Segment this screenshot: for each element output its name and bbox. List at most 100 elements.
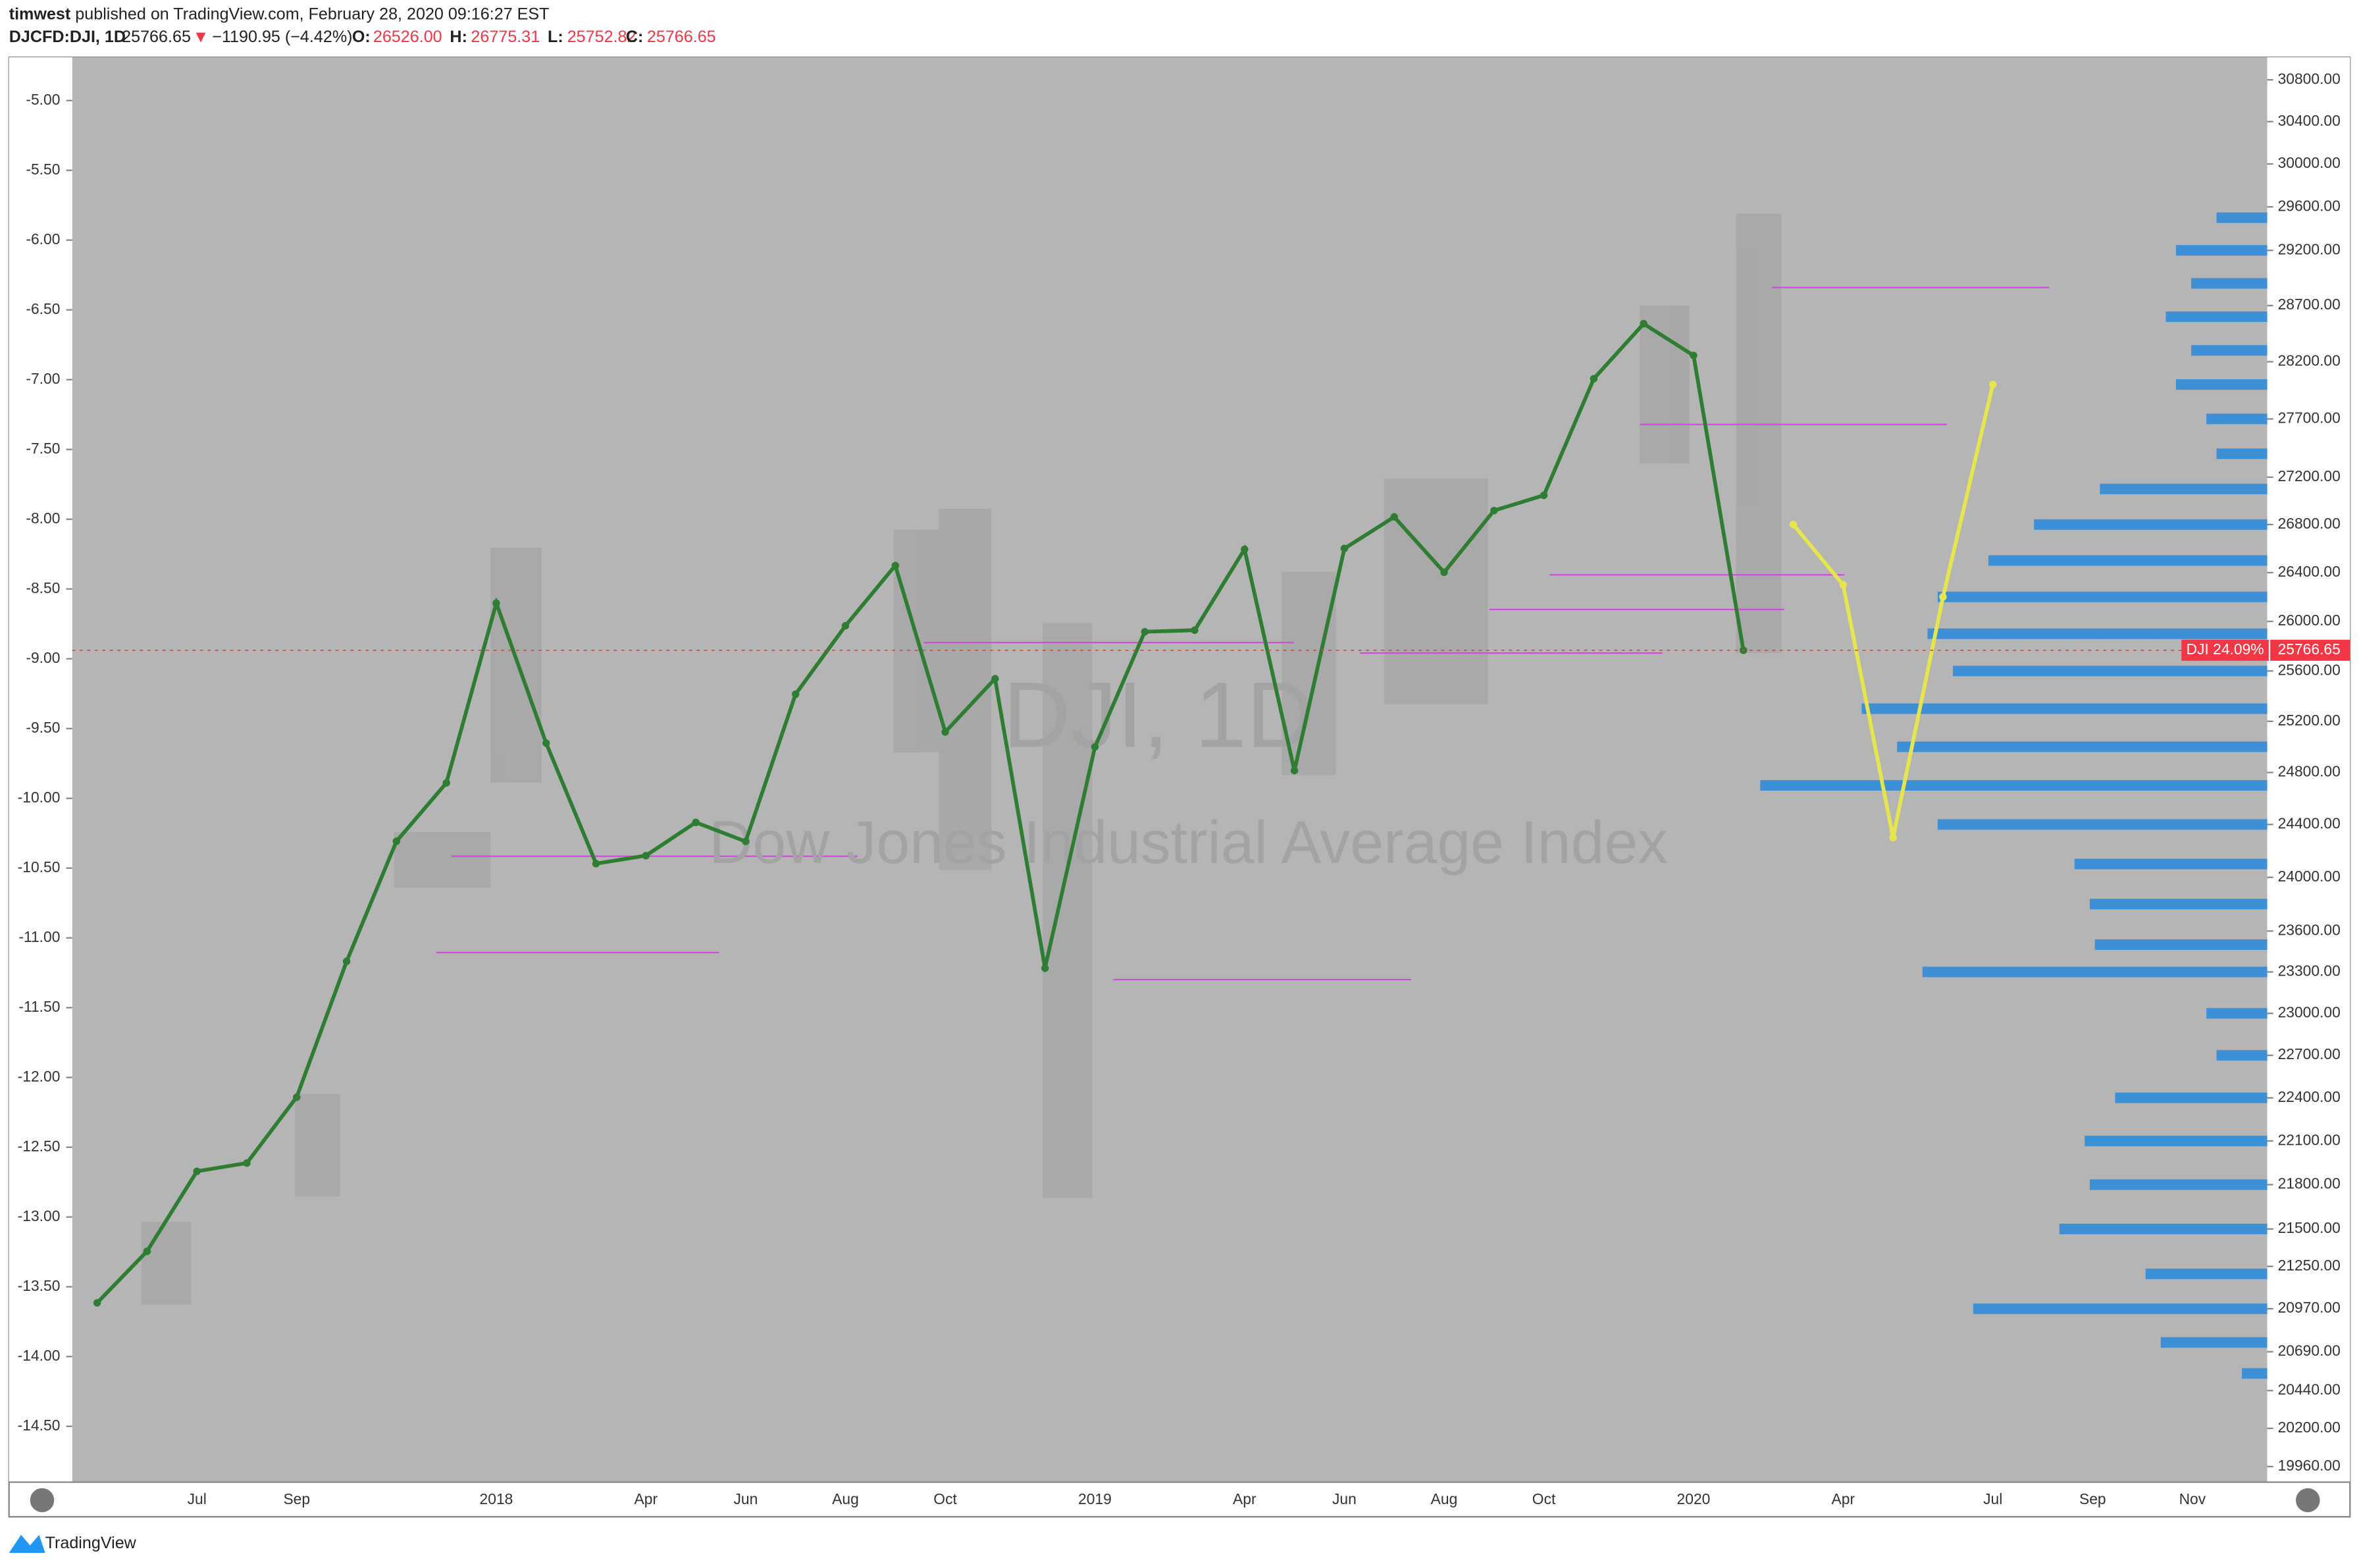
range-box xyxy=(141,1222,192,1305)
range-box xyxy=(1736,213,1782,654)
y2-tick-label: 27200.00 xyxy=(2278,467,2341,484)
y2-tick-label: 24000.00 xyxy=(2278,868,2341,885)
y2-tick-label: 30000.00 xyxy=(2278,154,2341,171)
x-tick-label: Oct xyxy=(1532,1490,1556,1507)
volume-profile-bar xyxy=(2059,1223,2268,1234)
last: 25766.65 xyxy=(122,28,191,46)
logo-icon xyxy=(9,1534,45,1553)
y-tick-label: -8.00 xyxy=(26,510,60,527)
price-point xyxy=(991,675,999,683)
price-point xyxy=(342,957,351,966)
price-point xyxy=(1839,581,1848,589)
volume-profile-bar xyxy=(1988,555,2268,566)
y-tick-label: -14.00 xyxy=(18,1347,61,1364)
price-point xyxy=(642,852,650,860)
price-point xyxy=(293,1093,301,1101)
branding: TradingView xyxy=(45,1534,137,1552)
y-tick-label: -9.50 xyxy=(26,719,60,736)
volume-profile-bar xyxy=(2089,899,2268,910)
price-point xyxy=(891,562,899,569)
volume-profile-bar xyxy=(1937,819,2268,830)
x-tick-label: Apr xyxy=(635,1490,658,1507)
settings-button[interactable] xyxy=(2296,1488,2320,1513)
range-box xyxy=(295,1093,340,1197)
volume-profile-bar xyxy=(2074,858,2268,870)
y2-tick-label: 22400.00 xyxy=(2278,1088,2341,1105)
x-tick-label: Apr xyxy=(1832,1490,1855,1507)
y2-tick-label: 30800.00 xyxy=(2278,70,2341,87)
price-point xyxy=(492,599,500,607)
y2-tick-label: 26400.00 xyxy=(2278,563,2341,580)
y-tick-label: -5.00 xyxy=(26,91,60,108)
volume-profile-bar xyxy=(2085,1136,2268,1147)
range-box xyxy=(1282,571,1336,775)
left-axis xyxy=(9,57,72,1482)
y2-tick-label: 29600.00 xyxy=(2278,197,2341,214)
volume-profile-bar xyxy=(2191,345,2268,356)
published: published on TradingView.com, February 2… xyxy=(75,5,549,24)
x-tick-label: Aug xyxy=(832,1490,859,1507)
price-point xyxy=(1490,506,1498,515)
x-tick-label: 2020 xyxy=(1677,1490,1711,1507)
x-tick-label: Jun xyxy=(1332,1490,1357,1507)
y2-tick-label: 25200.00 xyxy=(2278,712,2341,729)
price-point xyxy=(143,1247,151,1255)
y2-tick-label: 24400.00 xyxy=(2278,815,2341,832)
y2-tick-label: 20440.00 xyxy=(2278,1381,2341,1398)
volume-profile-bar xyxy=(2094,939,2268,950)
volume-profile-bar xyxy=(1973,1303,2268,1315)
volume-profile-bar xyxy=(2216,212,2268,223)
y-tick-label: -9.00 xyxy=(26,649,60,666)
y2-tick-label: 20970.00 xyxy=(2278,1299,2341,1316)
price-point xyxy=(692,818,700,827)
price-point xyxy=(1540,491,1548,500)
low-label: L: xyxy=(548,28,563,46)
price-point xyxy=(742,837,750,845)
volume-profile-bar xyxy=(2206,413,2268,425)
y-tick-label: -14.50 xyxy=(18,1417,61,1434)
price-point xyxy=(1390,513,1398,521)
volume-profile-bar xyxy=(2034,519,2268,530)
high-label: H: xyxy=(450,28,467,46)
x-tick-label: Apr xyxy=(1233,1490,1257,1507)
x-tick-label: Sep xyxy=(283,1490,310,1507)
last-price-tag: DJI 24.09% xyxy=(2187,640,2264,658)
price-point xyxy=(1141,628,1149,636)
x-tick-label: Oct xyxy=(933,1490,957,1507)
y2-tick-label: 30400.00 xyxy=(2278,112,2341,129)
price-point xyxy=(1191,626,1199,635)
price-point xyxy=(1690,352,1698,359)
y-tick-label: -5.50 xyxy=(26,161,60,178)
price-point xyxy=(193,1167,201,1176)
price-point xyxy=(1789,521,1798,529)
y-tick-label: -6.00 xyxy=(26,230,60,248)
volume-profile-bar xyxy=(2089,1179,2268,1190)
y2-tick-label: 21800.00 xyxy=(2278,1175,2341,1192)
level-lines xyxy=(436,286,2050,981)
y-tick-label: -7.50 xyxy=(26,440,60,457)
volume-profile-bar xyxy=(2165,311,2268,323)
price-point xyxy=(1041,964,1049,972)
settings-button[interactable] xyxy=(30,1488,55,1513)
price-point xyxy=(592,860,600,868)
y2-tick-label: 28700.00 xyxy=(2278,296,2341,313)
y-tick-label: -11.50 xyxy=(18,998,60,1015)
y2-tick-label: 20690.00 xyxy=(2278,1342,2341,1359)
y2-tick-label: 22700.00 xyxy=(2278,1045,2341,1062)
y2-tick-label: 23000.00 xyxy=(2278,1003,2341,1020)
close: 25766.65 xyxy=(647,28,716,46)
right-axis xyxy=(2267,57,2350,1482)
range-boxes xyxy=(141,213,1782,1305)
volume-profile-bar xyxy=(1922,966,2268,978)
plot-area xyxy=(72,57,2268,1482)
watermark: DJI, 1D xyxy=(1003,664,1314,768)
price-point xyxy=(243,1159,251,1167)
volume-profile-bar xyxy=(1760,780,2268,791)
y2-tick-label: 25600.00 xyxy=(2278,661,2341,678)
volume-profile-bar xyxy=(2216,448,2268,459)
y2-tick-label: 23600.00 xyxy=(2278,921,2341,938)
price-point xyxy=(1989,380,1997,388)
volume-profile-bar xyxy=(2160,1337,2268,1348)
arrow: ▼ xyxy=(193,28,209,46)
